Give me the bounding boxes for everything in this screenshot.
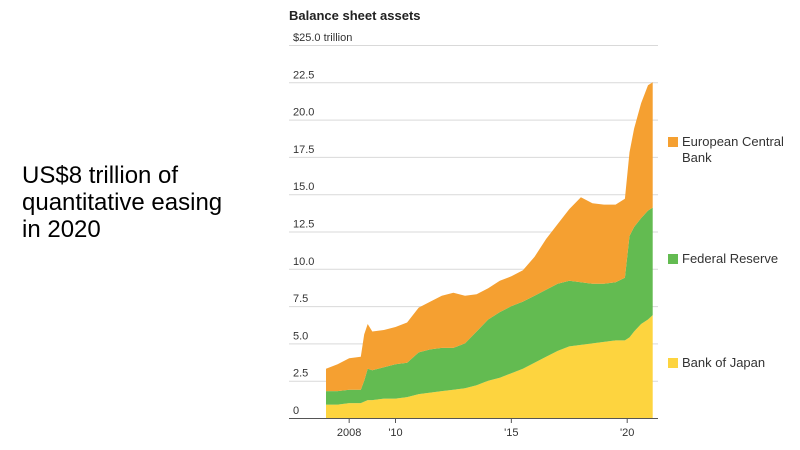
caption-line-2: quantitative easing <box>22 189 223 216</box>
legend-swatch-european-central-bank <box>668 137 678 147</box>
area-european-central-bank <box>326 82 653 392</box>
y-tick-label: 0 <box>293 405 299 417</box>
axes: $25.0 trillion 22.5 20.0 17.5 15.0 12.5 10.0 7.… <box>289 32 658 439</box>
x-tick-label: '15 <box>504 427 518 439</box>
chart-title: Balance sheet assets <box>289 8 421 23</box>
y-tick-label: 7.5 <box>293 293 308 305</box>
legend-swatch-federal-reserve <box>668 254 678 264</box>
y-tick-label: 12.5 <box>293 219 314 231</box>
y-tick-label: 20.0 <box>293 107 314 119</box>
legend-label-federal-reserve: Federal Reserve <box>682 251 778 266</box>
y-tick-label: 10.0 <box>293 256 314 268</box>
y-tick-label: 2.5 <box>293 368 308 380</box>
caption-text: US$8 trillion of quantitative easing in … <box>22 162 272 243</box>
y-tick-label: $25.0 trillion <box>293 32 352 44</box>
legend-label-bank-of-japan: Bank of Japan <box>682 355 765 370</box>
stacked-areas <box>326 82 653 418</box>
legend: Bank of Japan Federal Reserve European Cen… <box>668 134 784 370</box>
x-tick-label: 2008 <box>337 427 361 439</box>
y-tick-label: 15.0 <box>293 181 314 193</box>
caption-line-3: in 2020 <box>22 216 101 243</box>
y-tick-label: 5.0 <box>293 330 308 342</box>
y-tick-label: 22.5 <box>293 69 314 81</box>
area-federal-reserve <box>326 207 653 405</box>
caption-line-1: US$8 trillion of <box>22 162 179 189</box>
area-bank-of-japan <box>326 315 653 418</box>
x-tick-label: '20 <box>620 427 634 439</box>
legend-swatch-bank-of-japan <box>668 358 678 368</box>
y-tick-label: 17.5 <box>293 144 314 156</box>
legend-label-european-central-bank: European Central Bank <box>682 134 784 165</box>
x-tick-label: '10 <box>388 427 402 439</box>
